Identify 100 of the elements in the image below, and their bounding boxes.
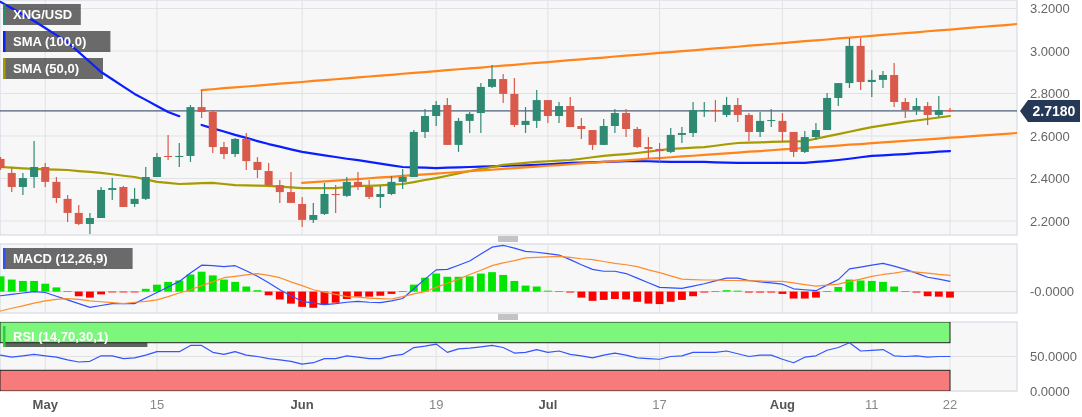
- candlestick: [644, 136, 653, 160]
- bar: [432, 273, 441, 292]
- y-tick-label: 2.2000: [1030, 213, 1070, 229]
- candlestick: [108, 177, 117, 201]
- x-tick-label: 17: [652, 397, 667, 412]
- x-tick-label: 19: [428, 397, 444, 412]
- candlestick: [387, 175, 396, 196]
- candlestick: [945, 107, 954, 113]
- legend-label: MACD (12,26,9): [13, 251, 108, 267]
- candlestick: [867, 69, 876, 98]
- candlestick: [342, 176, 351, 198]
- candlestick: [420, 108, 430, 139]
- candlestick: [432, 100, 441, 127]
- x-tick-label: 11: [865, 397, 879, 412]
- y-tick-label: 2.6000: [1030, 128, 1070, 144]
- candlestick: [197, 89, 206, 119]
- bar: [577, 291, 586, 298]
- bar: [812, 291, 820, 298]
- bar: [946, 291, 954, 298]
- x-tick-label: May: [32, 397, 59, 412]
- bar: [376, 291, 385, 296]
- y-tick-label: 2.4000: [1030, 171, 1070, 187]
- candlestick: [532, 89, 541, 129]
- bar: [242, 286, 251, 292]
- bar: [465, 276, 474, 292]
- candlestick: [499, 73, 508, 104]
- candlestick: [543, 99, 552, 124]
- candlestick: [465, 111, 474, 134]
- candlestick: [275, 179, 284, 204]
- bar: [86, 291, 94, 298]
- bar: [18, 280, 27, 292]
- x-tick-label: 15: [149, 397, 165, 412]
- bar: [666, 291, 675, 302]
- bar: [890, 286, 899, 292]
- bar: [141, 288, 150, 292]
- candlestick: [666, 127, 675, 154]
- candlestick: [577, 117, 586, 140]
- bar: [298, 291, 307, 307]
- bar: [52, 287, 61, 292]
- candlestick: [834, 82, 843, 107]
- candlestick: [320, 182, 329, 216]
- bar: [789, 291, 798, 299]
- ref-line-label: -0.0000: [1030, 284, 1075, 300]
- bar: [610, 291, 619, 299]
- candlestick: [733, 97, 742, 123]
- candlestick: [63, 194, 72, 223]
- y-tick-label: 3.0000: [1030, 43, 1070, 59]
- y-tick-label: 50.0000: [1030, 349, 1077, 365]
- candlestick: [141, 166, 150, 201]
- y-tick-label: 2.8000: [1030, 86, 1070, 102]
- candlestick: [231, 137, 240, 158]
- bar: [443, 276, 452, 292]
- candlestick: [18, 172, 27, 196]
- bar: [678, 291, 686, 300]
- candlestick: [264, 162, 273, 187]
- candlestick: [119, 185, 128, 208]
- bar: [197, 271, 206, 292]
- bar: [800, 291, 809, 299]
- bar: [220, 279, 228, 292]
- bar: [231, 281, 240, 292]
- candlestick: [253, 156, 262, 179]
- bar: [476, 273, 485, 292]
- x-tick-label: 22: [942, 397, 958, 412]
- candlestick: [744, 112, 753, 142]
- bar: [30, 280, 38, 292]
- text: RSI (14,70,30,1): [13, 329, 109, 345]
- bar: [622, 291, 630, 300]
- candlestick: [398, 168, 407, 190]
- bar: [879, 281, 887, 292]
- bar: [275, 291, 284, 300]
- bar: [41, 283, 50, 292]
- candlestick: [767, 108, 776, 128]
- bar: [934, 291, 943, 297]
- candlestick: [622, 108, 631, 138]
- candlestick: [7, 166, 16, 193]
- bar: [354, 291, 362, 297]
- bar: [499, 274, 508, 292]
- candlestick: [521, 106, 530, 134]
- line-series: [200, 22, 1017, 92]
- candlestick: [756, 111, 765, 138]
- line-series: [0, 342, 951, 365]
- x-tick-label: Jul: [538, 397, 558, 412]
- candlestick: [588, 129, 597, 151]
- candlestick: [711, 99, 720, 123]
- candlestick: [152, 152, 161, 178]
- candlestick: [74, 204, 83, 226]
- bar: [867, 280, 876, 292]
- candlestick: [242, 132, 251, 171]
- x-tick-label: Aug: [769, 397, 796, 412]
- candlestick: [30, 140, 39, 189]
- candlestick: [923, 101, 932, 126]
- bar: [164, 281, 173, 292]
- candlestick: [778, 112, 787, 143]
- candlestick: [610, 108, 619, 134]
- candlestick: [655, 142, 664, 163]
- candlestick: [689, 101, 698, 138]
- candlestick: [633, 126, 642, 149]
- bar: [599, 291, 608, 300]
- bar: [510, 280, 519, 292]
- candlestick: [488, 64, 497, 89]
